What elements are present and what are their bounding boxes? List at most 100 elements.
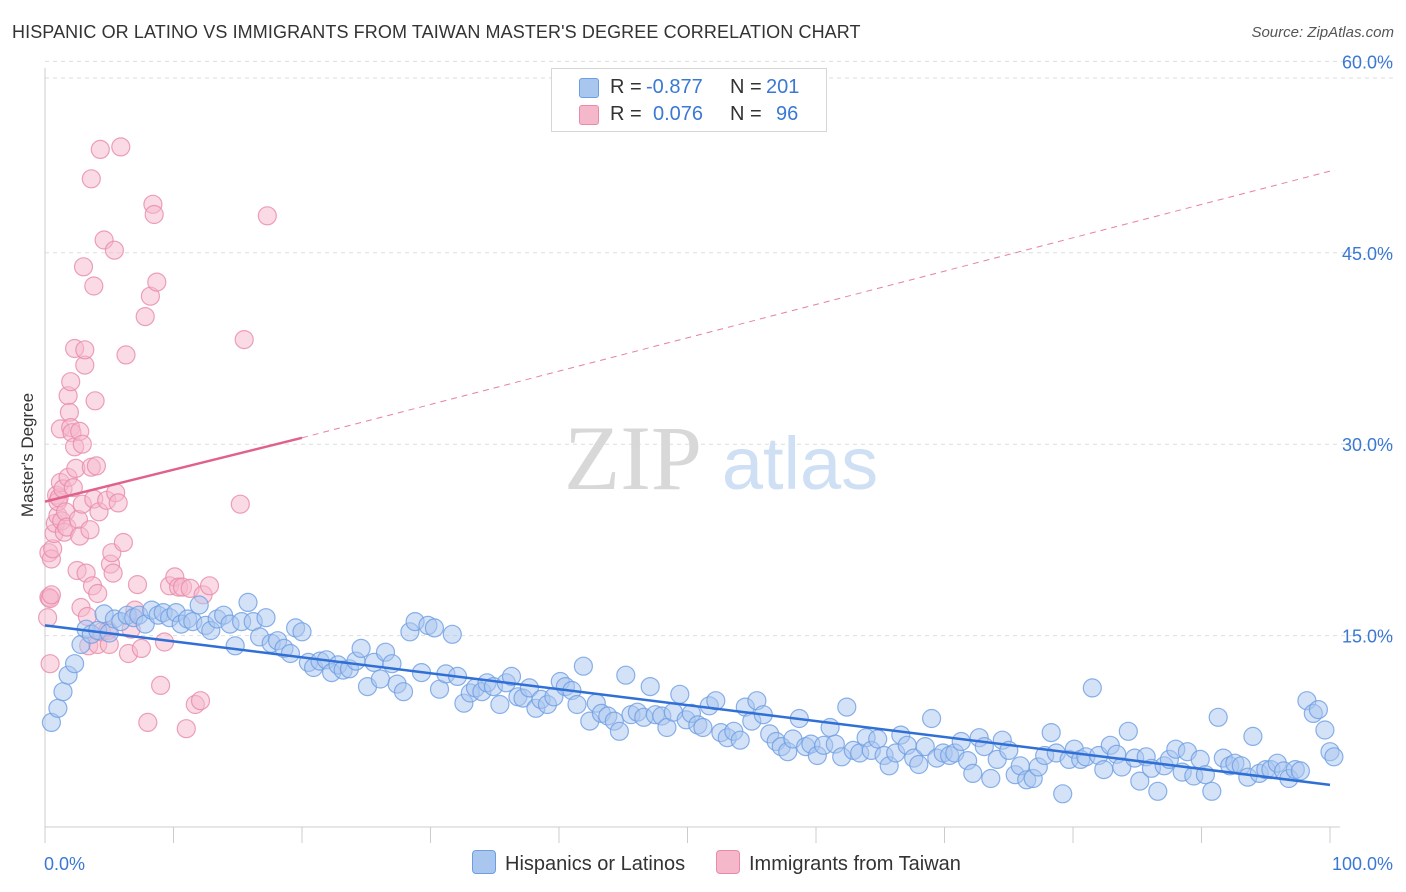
scatter-point [1202, 781, 1222, 801]
scatter-point [176, 719, 196, 739]
scatter-point [393, 682, 414, 702]
scatter-point [80, 520, 100, 540]
legend-n-label: N = [730, 76, 762, 98]
correlation-legend: R = -0.877 N = 201 R = 0.076 N = 96 [551, 68, 827, 132]
scatter-point [1315, 720, 1335, 740]
scatter-point [90, 139, 110, 159]
scatter-point [1290, 761, 1311, 781]
scatter-point [84, 276, 104, 296]
scatter-point [48, 698, 68, 718]
legend-r-value: -0.877 [646, 76, 703, 98]
bottom-legend-swatch-blue [472, 850, 496, 874]
scatter-point [951, 731, 971, 752]
scatter-point [424, 618, 444, 638]
legend-swatch-blue [579, 78, 599, 98]
scatter-point [72, 434, 92, 454]
trend-line-taiwan [44, 436, 303, 503]
x-ticks [44, 827, 1331, 843]
scatter-point [256, 608, 276, 628]
x-tick-label-min: 0.0% [44, 854, 85, 874]
x-tick-label-max: 100.0% [1332, 854, 1393, 874]
scatter-point [225, 636, 245, 656]
scatter-point [909, 754, 929, 775]
scatter-point [73, 257, 94, 277]
bottom-legend-hispanic: Hispanics or Latinos [472, 850, 685, 878]
legend-swatch-pink [579, 105, 599, 125]
scatter-point [1041, 722, 1061, 743]
scatter-point [81, 169, 101, 189]
y-axis-title: Master's Degree [18, 393, 37, 517]
scatter-point [567, 694, 587, 715]
scatter-point [519, 678, 540, 698]
scatter-point [138, 712, 158, 733]
trend-line-hispanic [44, 624, 1331, 787]
scatter-point [116, 345, 136, 365]
scatter-point [190, 691, 211, 711]
blue-points [41, 592, 1344, 804]
scatter-point [64, 654, 85, 674]
scatter-point [144, 204, 164, 225]
source-label: Source: ZipAtlas.com [1251, 24, 1394, 41]
scatter-point [230, 494, 250, 514]
scatter-point [442, 624, 462, 644]
scatter-point [151, 675, 171, 696]
scatter-point [131, 638, 151, 659]
legend-n-value: 201 [766, 76, 800, 98]
watermark: ZIP atlas [564, 407, 878, 509]
scatter-point [257, 206, 277, 226]
scatter-point [693, 717, 713, 738]
scatter-point [573, 656, 594, 676]
scatter-point [670, 684, 690, 704]
scatter-point [41, 585, 62, 605]
scatter-point [111, 137, 131, 157]
y-tick-label: 30.0% [1342, 435, 1393, 455]
scatter-point [1130, 771, 1150, 791]
scatter-point [234, 330, 254, 350]
scatter-point [238, 592, 258, 613]
scatter-point [1243, 726, 1263, 747]
scatter-point [915, 736, 935, 757]
chart-title: HISPANIC OR LATINO VS IMMIGRANTS FROM TA… [12, 22, 861, 42]
scatter-point [981, 768, 1001, 789]
scatter-point [85, 391, 105, 411]
scatter-point [1308, 699, 1329, 720]
scatter-point [40, 654, 60, 674]
scatter-point [963, 763, 983, 784]
scatter-point [1324, 747, 1344, 767]
scatter-point [37, 608, 58, 628]
scatter-point [86, 456, 107, 476]
scatter-point [490, 694, 510, 715]
scatter-point [1118, 721, 1138, 741]
trend-line-taiwan-extended [301, 170, 1331, 439]
scatter-point [88, 583, 108, 604]
bottom-legend-label: Hispanics or Latinos [505, 853, 686, 875]
scatter-point [1148, 781, 1168, 801]
scatter-point [127, 574, 148, 595]
y-tick-labels: 15.0% 30.0% 45.0% 60.0% [1342, 52, 1393, 646]
scatter-point [1053, 784, 1073, 804]
scatter-point [616, 665, 636, 685]
bottom-legend-swatch-pink [716, 850, 740, 874]
scatter-point [61, 372, 81, 392]
scatter-point [609, 721, 630, 741]
scatter-point [370, 669, 390, 689]
scatter-point [1094, 759, 1114, 780]
scatter-point [640, 676, 660, 697]
watermark-atlas: atlas [722, 422, 878, 505]
scatter-point [292, 622, 312, 642]
legend-r-label: R = [610, 76, 642, 98]
scatter-point [501, 666, 522, 687]
scatter-point [103, 563, 123, 583]
scatter-point [837, 697, 857, 717]
scatter-point [113, 532, 134, 553]
scatter-point [280, 643, 300, 664]
legend-n-label: N = [730, 103, 762, 125]
bottom-legend-label: Immigrants from Taiwan [749, 853, 961, 875]
scatter-point [1082, 678, 1102, 698]
legend-r-label: R = [610, 103, 642, 125]
scatter-point [1208, 707, 1228, 727]
scatter-point [104, 240, 125, 260]
scatter-point [868, 729, 888, 749]
scatter-point [199, 576, 220, 596]
